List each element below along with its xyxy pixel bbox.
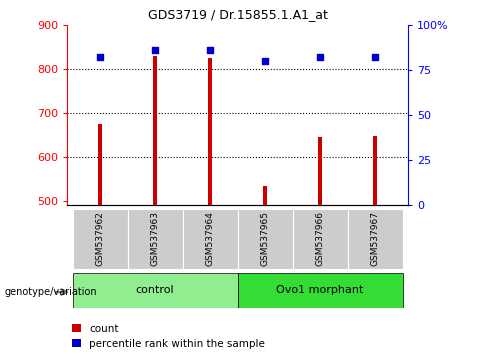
Point (316, 55, 324, 60)
Text: control: control (136, 285, 174, 295)
Text: GSM537965: GSM537965 (261, 211, 270, 267)
Text: GSM537963: GSM537963 (151, 211, 160, 267)
Bar (293, 209, 348, 269)
Bar (373, 136, 377, 205)
Point (371, 55, 379, 60)
Bar (263, 185, 267, 205)
Point (206, 47, 214, 53)
Text: GSM537964: GSM537964 (205, 211, 215, 267)
Text: GSM537967: GSM537967 (371, 211, 380, 267)
Bar (72, 273, 238, 308)
Text: genotype/variation: genotype/variation (5, 287, 97, 297)
Bar (182, 209, 238, 269)
Bar (153, 56, 157, 205)
Point (96, 55, 104, 60)
Title: GDS3719 / Dr.15855.1.A1_at: GDS3719 / Dr.15855.1.A1_at (148, 8, 327, 21)
Bar (318, 137, 322, 205)
Bar (348, 209, 403, 269)
Bar (208, 58, 212, 205)
Legend: count, percentile rank within the sample: count, percentile rank within the sample (72, 324, 265, 349)
Bar (238, 209, 293, 269)
Bar (72, 209, 128, 269)
Point (261, 58, 269, 64)
Bar (128, 209, 182, 269)
Text: GSM537966: GSM537966 (315, 211, 324, 267)
Bar (98, 124, 102, 205)
Text: GSM537962: GSM537962 (96, 211, 105, 267)
Bar (238, 273, 403, 308)
Text: Ovo1 morphant: Ovo1 morphant (276, 285, 364, 295)
Point (151, 47, 159, 53)
